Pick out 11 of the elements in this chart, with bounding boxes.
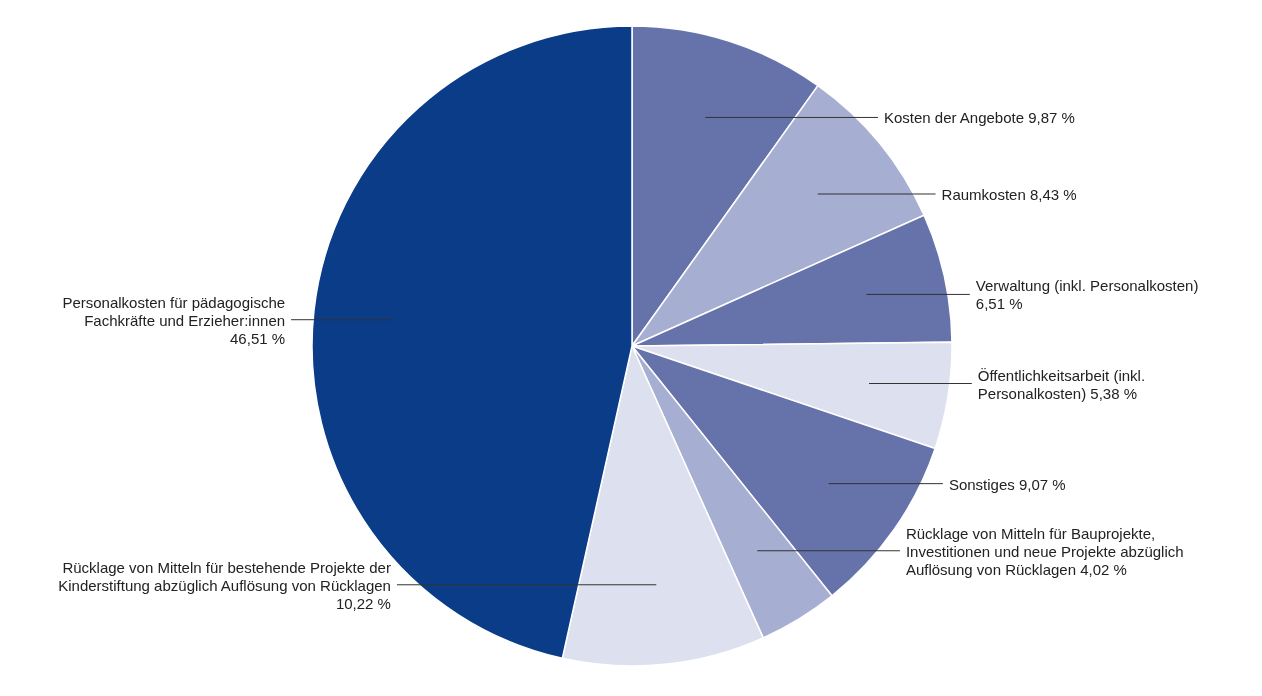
slice-label: Personalkosten für pädagogische Fachkräfte und Erzieher:innen bbox=[62, 293, 286, 329]
data-label: 10,22 % bbox=[335, 594, 391, 612]
data-label: 46,51 % bbox=[230, 329, 286, 347]
slice-label: Öffentlichkeitsarbeit (inkl. Personalkosten) 5,38 % bbox=[977, 366, 1146, 401]
slice-label: Rücklage von Mitteln für Bauprojekte, Investitionen und neue Projekte abzüglich Auflösung von Rücklagen 4,02 % bbox=[905, 524, 1184, 578]
slice-label: Kosten der Angebote 9,87 % bbox=[883, 108, 1075, 126]
slice-label: Rücklage von Mitteln für bestehende Projekte der Kinderstiftung abzüglich Auflösung von Rücklagen bbox=[58, 558, 391, 594]
slice-label: Verwaltung (inkl. Personalkosten) bbox=[975, 276, 1199, 294]
slice-label: Sonstiges 9,07 % bbox=[948, 475, 1066, 493]
slice-label: Raumkosten 8,43 % bbox=[941, 185, 1077, 203]
data-label: 6,51 % bbox=[975, 294, 1023, 312]
